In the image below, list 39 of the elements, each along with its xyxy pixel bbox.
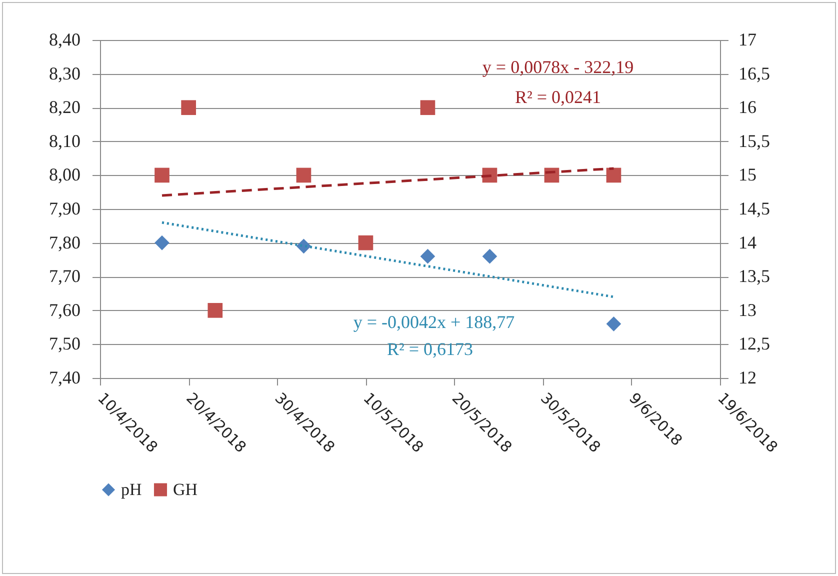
point [420, 100, 436, 116]
legend-label: pH [121, 480, 142, 499]
y2-tick-label: 14,5 [738, 198, 770, 218]
annotation: y = 0,0078x - 322,19 [482, 57, 634, 77]
y-tick-label: 7,70 [49, 266, 80, 286]
y-tick-label: 8,10 [49, 130, 80, 151]
y-tick-label: 8,00 [49, 164, 80, 185]
y2-tick-label: 16,5 [738, 63, 770, 84]
y2-tick-label: 15 [738, 164, 756, 185]
y-tick-label: 7,40 [49, 368, 80, 388]
y2-tick-label: 15,5 [738, 130, 770, 151]
y-tick-label: 8,20 [49, 97, 80, 118]
y-tick-label: 7,80 [49, 232, 80, 252]
point [482, 248, 498, 264]
point [420, 248, 436, 264]
annotation: y = -0,0042x + 188,77 [353, 312, 515, 332]
annotation: R² = 0,0241 [514, 87, 602, 107]
point [154, 168, 170, 183]
point [296, 168, 312, 183]
point [606, 316, 622, 332]
y-tick-label: 8,40 [49, 30, 80, 50]
y-tick-label: 7,90 [49, 198, 80, 218]
y2-tick-label: 14 [738, 232, 756, 252]
y-tick-label: 7,50 [49, 334, 80, 354]
y2-tick-label: 12,5 [738, 334, 770, 354]
y2-tick-label: 13 [738, 300, 756, 320]
y2-tick-label: 12 [738, 368, 756, 388]
y-tick-label: 7,60 [49, 300, 80, 320]
point [208, 302, 223, 318]
legend-label: GH [173, 480, 198, 499]
y2-tick-label: 13,5 [738, 266, 770, 286]
point [181, 100, 196, 116]
y-tick-label: 8,30 [49, 63, 80, 84]
y2-tick-label: 16 [738, 97, 756, 118]
point [154, 235, 170, 250]
point [358, 235, 374, 250]
y2-tick-label: 17 [738, 30, 756, 50]
point [606, 168, 622, 183]
annotation: R² = 0,6173 [386, 339, 474, 359]
